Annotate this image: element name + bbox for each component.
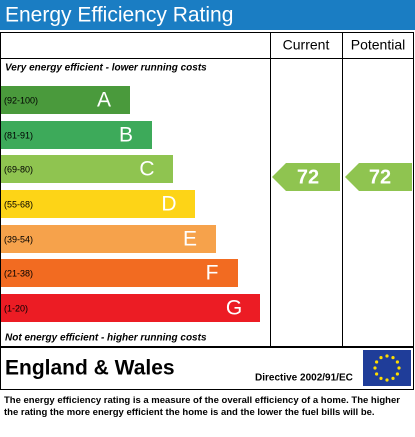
eu-stars: [373, 354, 401, 382]
current-rating: 72: [297, 166, 319, 188]
table-frame: [0, 32, 414, 347]
eu-star: [379, 376, 383, 380]
eu-star: [385, 378, 389, 382]
band-letter: F: [206, 262, 219, 285]
directive: Directive 2002/91/EC: [255, 373, 353, 384]
band-letter: B: [119, 124, 133, 147]
band-bar: [1, 259, 238, 287]
potential-arrow: [345, 163, 412, 191]
potential-rating: 72: [369, 166, 391, 188]
eu-star: [395, 360, 399, 364]
eu-star: [379, 356, 383, 360]
eu-star: [375, 360, 379, 364]
description: The energy efficiency rating is a measur…: [4, 395, 400, 418]
band-bar: [1, 294, 260, 322]
title: Energy Efficiency Rating: [5, 4, 233, 27]
epc-chart: Energy Efficiency Rating Current Potenti…: [0, 0, 415, 390]
band-bar: [1, 225, 216, 253]
band-range: (1-20): [4, 303, 28, 313]
eu-star: [385, 354, 389, 358]
band-range: (55-68): [4, 199, 33, 209]
region: England & Wales: [5, 357, 175, 380]
band-bar: [1, 86, 130, 114]
band-letter: G: [226, 297, 242, 320]
band-bar: [1, 190, 195, 218]
footer-frame: [0, 347, 414, 390]
eu-star: [397, 366, 401, 370]
eu-star: [391, 356, 395, 360]
band-letter: D: [161, 193, 176, 216]
header-potential: Potential: [351, 37, 405, 53]
band-range: (69-80): [4, 164, 33, 174]
band-range: (21-38): [4, 268, 33, 278]
eu-star: [395, 372, 399, 376]
top-note: Very energy efficient - lower running co…: [5, 63, 207, 74]
header-current: Current: [283, 37, 330, 53]
band-letter: C: [139, 158, 154, 181]
eu-star: [373, 366, 377, 370]
eu-star: [375, 372, 379, 376]
current-arrow: [272, 163, 340, 191]
band-letter: E: [183, 228, 197, 251]
band-range: (92-100): [4, 95, 38, 105]
title-bar: [0, 0, 415, 30]
band-bar: [1, 121, 152, 149]
bottom-note: Not energy efficient - higher running co…: [5, 333, 207, 344]
band-letter: A: [97, 89, 111, 112]
band-range: (39-54): [4, 234, 33, 244]
eu-star: [391, 376, 395, 380]
band-range: (81-91): [4, 130, 33, 140]
band-bar: [1, 155, 173, 183]
